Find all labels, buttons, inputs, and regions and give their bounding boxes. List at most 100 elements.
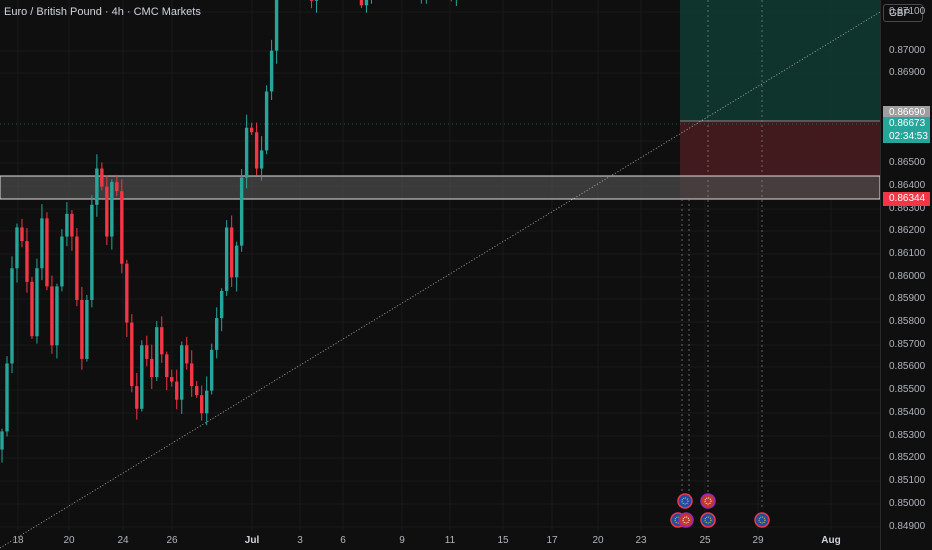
candle-body bbox=[170, 377, 174, 382]
price-tick-label: 0.87000 bbox=[889, 45, 926, 56]
price-tick-label: 0.86100 bbox=[889, 248, 926, 259]
date-tick-label: 29 bbox=[752, 535, 764, 546]
candle-body bbox=[259, 150, 264, 169]
candle-body bbox=[80, 299, 84, 359]
candle-body bbox=[115, 182, 119, 192]
candle-body bbox=[209, 349, 214, 391]
support-zone-rectangle[interactable] bbox=[0, 175, 880, 200]
last-price-value: 0.86673 bbox=[889, 118, 926, 129]
date-tick-label: 24 bbox=[117, 535, 129, 546]
candle-body bbox=[254, 132, 259, 169]
candle-body bbox=[160, 327, 164, 355]
price-tick-label: 0.84900 bbox=[889, 521, 926, 532]
candle-body bbox=[95, 168, 99, 205]
candle-body bbox=[239, 177, 244, 246]
eu-flag-icon[interactable] bbox=[700, 512, 716, 528]
date-tick-label: 3 bbox=[297, 535, 303, 546]
candle-body bbox=[274, 0, 279, 51]
candle-body bbox=[5, 363, 9, 432]
candle-body bbox=[364, 0, 369, 6]
candle-body bbox=[359, 0, 364, 6]
currency-button[interactable]: GBP bbox=[883, 4, 923, 22]
candle-body bbox=[15, 227, 19, 269]
candle-body bbox=[229, 227, 234, 278]
candle-body bbox=[55, 286, 59, 346]
price-chart[interactable] bbox=[0, 0, 880, 550]
candle-body bbox=[35, 268, 39, 337]
candle-body bbox=[10, 268, 14, 364]
price-axis[interactable] bbox=[880, 0, 932, 550]
candle-body bbox=[204, 390, 209, 414]
price-tick-label: 0.85600 bbox=[889, 361, 926, 372]
candle-body bbox=[0, 431, 4, 450]
eu-flag-icon[interactable] bbox=[754, 512, 770, 528]
economic-events[interactable] bbox=[670, 493, 770, 528]
candle-body bbox=[25, 241, 29, 282]
candle-body bbox=[175, 381, 179, 400]
ascending-trendline[interactable] bbox=[0, 11, 880, 549]
candle-body bbox=[135, 386, 139, 409]
price-tick-label: 0.85400 bbox=[889, 407, 926, 418]
candle-body bbox=[110, 182, 114, 237]
price-tick-label: 0.85900 bbox=[889, 293, 926, 304]
candle-body bbox=[75, 236, 79, 300]
candle-body bbox=[309, 0, 314, 1]
price-tick-label: 0.86500 bbox=[889, 157, 926, 168]
candle-body bbox=[224, 227, 229, 291]
candle-body bbox=[269, 50, 274, 92]
price-tick-label: 0.85500 bbox=[889, 384, 926, 395]
price-tick-label: 0.86200 bbox=[889, 225, 926, 236]
price-tick-label: 0.85000 bbox=[889, 498, 926, 509]
candle-body bbox=[120, 191, 124, 264]
price-tick-label: 0.86900 bbox=[889, 67, 926, 78]
price-tick-label: 0.87100 bbox=[889, 6, 926, 17]
price-tick-label: 0.85800 bbox=[889, 316, 926, 327]
stop-price-tag: 0.86344 bbox=[883, 192, 930, 206]
candle-body bbox=[100, 168, 104, 187]
candlestick-series bbox=[0, 0, 457, 463]
candle-body bbox=[249, 127, 254, 133]
candle-body bbox=[40, 218, 44, 269]
chart-title: Euro / British Pound · 4h · CMC Markets bbox=[4, 6, 201, 18]
candle-body bbox=[234, 245, 239, 278]
candle-body bbox=[140, 345, 144, 409]
candle-body bbox=[145, 345, 149, 359]
candle-body bbox=[264, 91, 269, 151]
candle-body bbox=[60, 236, 64, 287]
uk-flag-icon[interactable] bbox=[678, 512, 694, 528]
candle-body bbox=[180, 345, 184, 400]
target-price-tag: 0.86690 bbox=[883, 106, 930, 120]
date-tick-label: 6 bbox=[340, 535, 346, 546]
date-tick-label: 23 bbox=[635, 535, 647, 546]
price-tick-label: 0.85700 bbox=[889, 339, 926, 350]
date-tick-label: 9 bbox=[399, 535, 405, 546]
candle-body bbox=[90, 204, 94, 300]
candle-body bbox=[214, 318, 219, 350]
candle-body bbox=[150, 358, 154, 378]
date-tick-label: 20 bbox=[592, 535, 604, 546]
candle-body bbox=[155, 327, 159, 378]
date-tick-label: 17 bbox=[546, 535, 558, 546]
candle-body bbox=[20, 227, 24, 242]
candle-body bbox=[85, 299, 89, 359]
candle-body bbox=[195, 386, 199, 396]
date-tick-label: 20 bbox=[63, 535, 75, 546]
date-tick-label: 26 bbox=[166, 535, 178, 546]
candle-body bbox=[190, 363, 194, 387]
candle-body bbox=[65, 213, 69, 237]
last-price-tag: 0.86673 02:34:53 bbox=[883, 117, 930, 143]
date-tick-label: 11 bbox=[444, 535, 456, 546]
price-tick-label: 0.86400 bbox=[889, 180, 926, 191]
candle-body bbox=[165, 354, 169, 378]
long-position-profit-zone[interactable] bbox=[680, 0, 880, 121]
eu-flag-icon[interactable] bbox=[677, 493, 693, 509]
candle-body bbox=[125, 263, 129, 323]
uk-flag-icon[interactable] bbox=[700, 493, 716, 509]
date-tick-label: 25 bbox=[699, 535, 711, 546]
candle-body bbox=[70, 213, 74, 237]
candle-body bbox=[45, 218, 49, 287]
price-tick-label: 0.85300 bbox=[889, 430, 926, 441]
bar-countdown: 02:34:53 bbox=[889, 131, 928, 142]
candle-body bbox=[314, 0, 319, 1]
date-tick-label: Aug bbox=[821, 535, 841, 546]
